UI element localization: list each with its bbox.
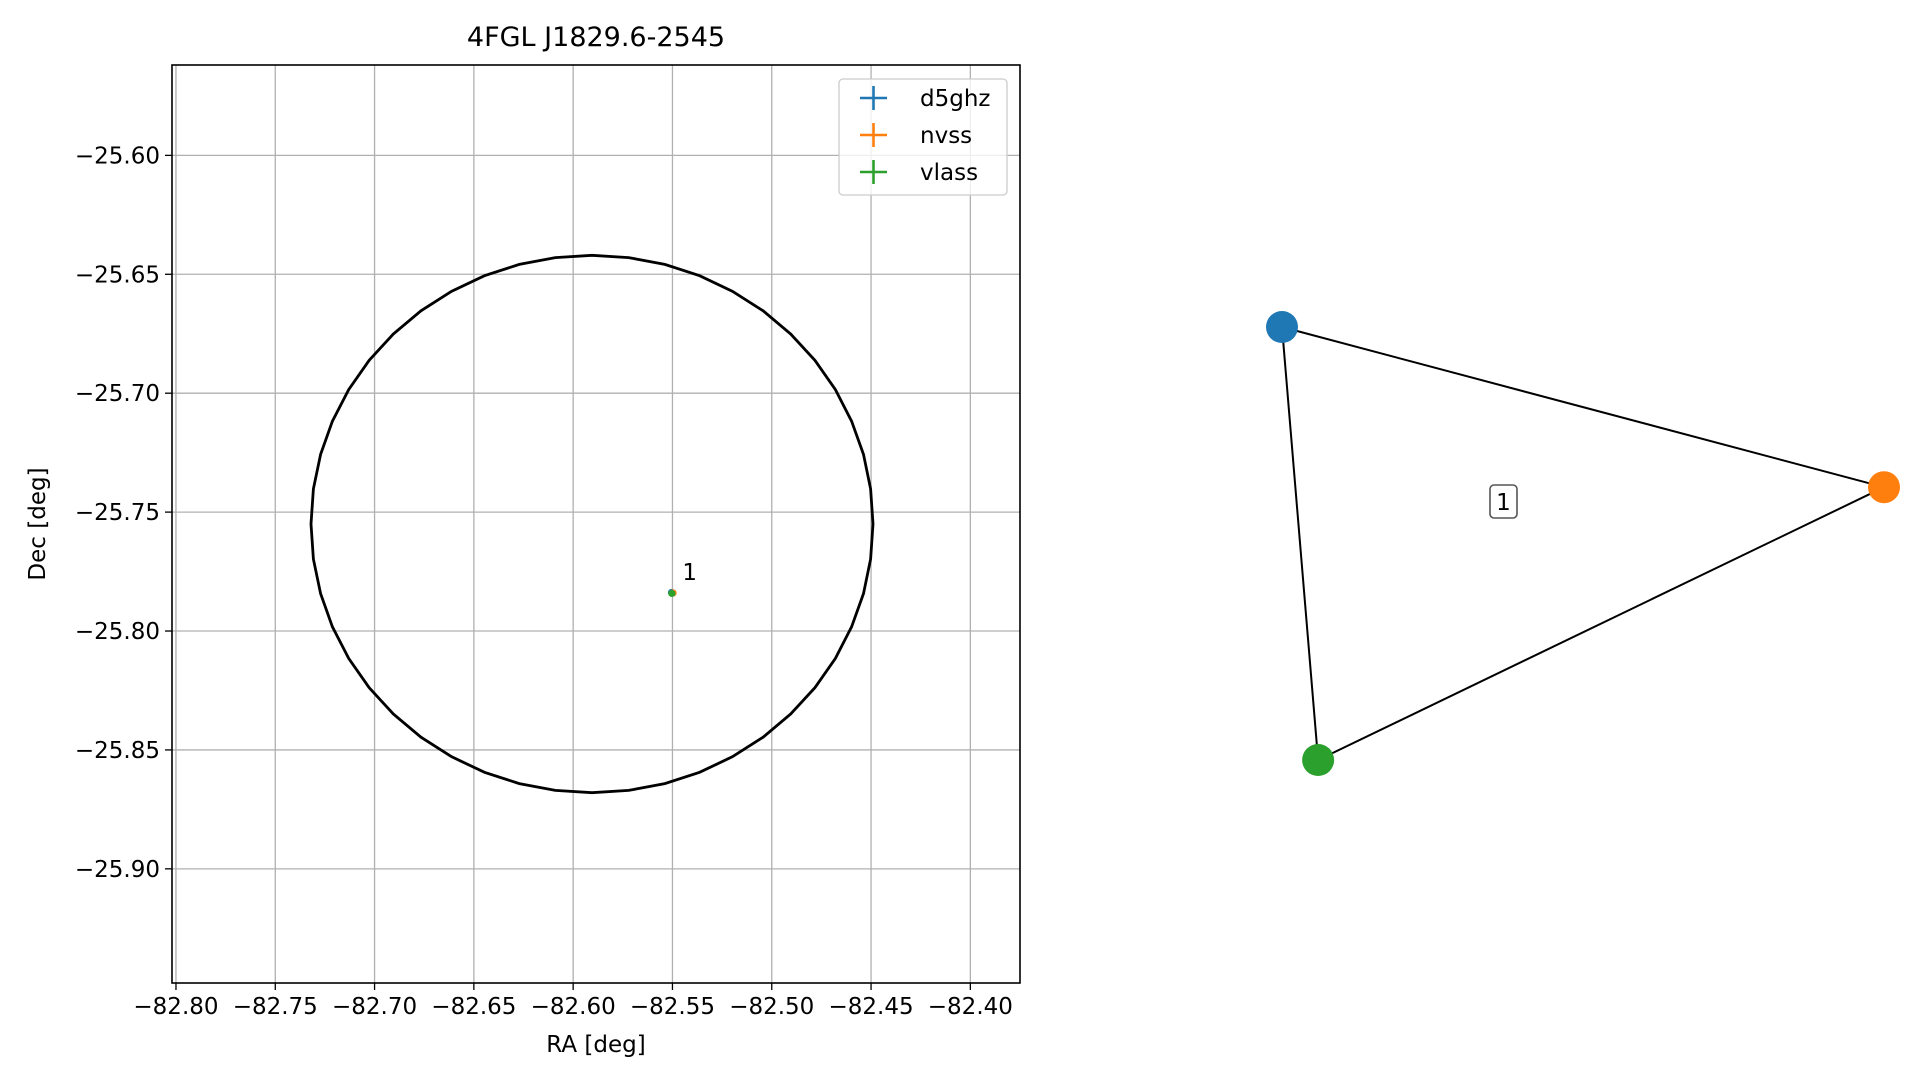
x-tick-label-1: −82.75: [233, 994, 318, 1020]
chart-title: 4FGL J1829.6-2545: [467, 22, 725, 53]
legend-box: [838, 78, 1008, 196]
y-axis-ticks: −25.60 −25.65 −25.70 −25.75 −25.80 −25.85 −25.…: [75, 143, 172, 883]
legend-entry-d5ghz: d5ghz: [860, 86, 990, 112]
source-annotation-label: 1: [682, 560, 697, 586]
grid-lines: [172, 65, 1020, 983]
data-points: [667, 588, 677, 598]
graph-nodes: [1266, 311, 1900, 776]
cluster-label-box: [1489, 484, 1518, 519]
x-tick-label-6: −82.50: [729, 994, 814, 1020]
x-tick-label-7: −82.45: [828, 994, 913, 1020]
legend: d5ghz nvss vlass: [838, 78, 1008, 196]
x-tick-label-4: −82.60: [531, 994, 616, 1020]
x-tick-label-2: −82.70: [332, 994, 417, 1020]
x-tick-label-8: −82.40: [928, 994, 1013, 1020]
legend-label-nvss: nvss: [920, 123, 972, 149]
x-tick-label-0: −82.80: [133, 994, 218, 1020]
y-tick-label-3: −25.75: [75, 500, 160, 526]
y-tick-label-0: −25.60: [75, 143, 160, 169]
legend-entry-vlass: vlass: [860, 160, 978, 186]
legend-entry-nvss: nvss: [860, 123, 972, 149]
edge-nvss-vlass: [1317, 486, 1885, 761]
cluster-label-text: 1: [1496, 490, 1511, 516]
y-tick-label-4: −25.80: [75, 619, 160, 645]
cluster-label: 1: [1489, 484, 1518, 519]
node-vlass: [1302, 744, 1335, 776]
legend-label-vlass: vlass: [920, 160, 978, 186]
x-axis-label: RA [deg]: [546, 1032, 645, 1058]
y-tick-label-6: −25.90: [75, 857, 160, 883]
ellipse-outline: [309, 253, 875, 795]
y-axis-label: Dec [deg]: [25, 467, 51, 580]
x-tick-label-5: −82.55: [630, 994, 715, 1020]
graph-edges: [1281, 326, 1885, 761]
y-tick-label-1: −25.65: [75, 262, 160, 288]
edge-d5ghz-nvss: [1281, 326, 1885, 489]
y-tick-label-5: −25.85: [75, 738, 160, 764]
node-nvss: [1868, 471, 1900, 504]
edge-vlass-d5ghz: [1281, 326, 1320, 761]
sky-plot-panel: 4FGL J1829.6-2545 1 −82.80 −82.75 −82.70 −8…: [25, 22, 1021, 1058]
association-graph-panel: 1: [1266, 311, 1900, 776]
node-d5ghz: [1266, 311, 1298, 343]
localization-ellipse: [309, 253, 875, 795]
y-tick-label-2: −25.70: [75, 381, 160, 407]
legend-label-d5ghz: d5ghz: [920, 86, 990, 112]
x-tick-label-3: −82.65: [431, 994, 516, 1020]
x-axis-ticks: −82.80 −82.75 −82.70 −82.65 −82.60 −82.55 −82.…: [133, 983, 1013, 1020]
point-vlass-0: [668, 589, 676, 598]
axes-frame: [171, 64, 1021, 984]
